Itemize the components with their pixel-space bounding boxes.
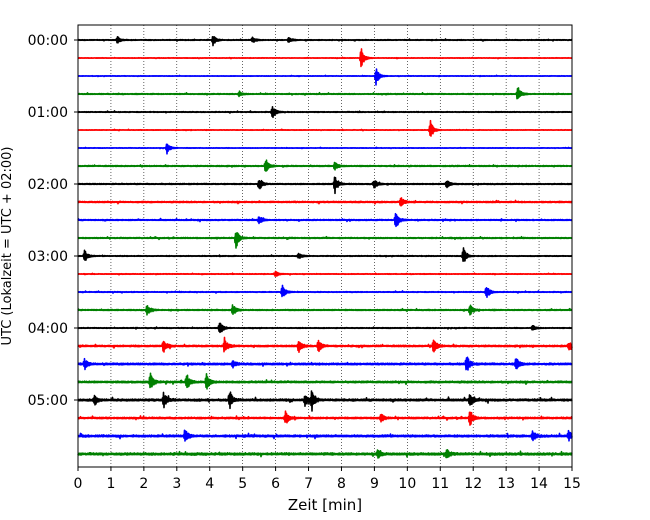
trace-12 bbox=[77, 247, 573, 262]
y-tick-label-5: 05:00 bbox=[28, 393, 68, 409]
trace-5 bbox=[77, 119, 573, 137]
x-tick-label-14: 14 bbox=[530, 476, 548, 492]
trace-4 bbox=[77, 106, 573, 119]
trace-6 bbox=[77, 143, 573, 155]
x-tick-label-10: 10 bbox=[398, 476, 416, 492]
seismogram-traces bbox=[77, 35, 573, 459]
x-axis-label: Zeit [min] bbox=[288, 496, 362, 514]
x-tick-label-13: 13 bbox=[497, 476, 515, 492]
trace-21 bbox=[77, 410, 573, 426]
trace-17 bbox=[77, 336, 573, 354]
y-tick-label-2: 02:00 bbox=[28, 177, 68, 193]
trace-19 bbox=[77, 372, 573, 390]
x-tick-label-8: 8 bbox=[337, 476, 346, 492]
x-tick-label-12: 12 bbox=[464, 476, 482, 492]
x-tick-label-0: 0 bbox=[74, 476, 83, 492]
x-tick-label-4: 4 bbox=[205, 476, 214, 492]
trace-18 bbox=[77, 356, 573, 371]
trace-3 bbox=[77, 87, 573, 100]
plot-background bbox=[78, 25, 572, 467]
y-tick-label-1: 01:00 bbox=[28, 105, 68, 121]
trace-2 bbox=[77, 68, 573, 86]
y-tick-label-4: 04:00 bbox=[28, 321, 68, 337]
plot-frame bbox=[77, 24, 573, 468]
trace-7 bbox=[77, 159, 573, 172]
x-tick-label-9: 9 bbox=[370, 476, 379, 492]
y-tick-label-3: 03:00 bbox=[28, 249, 68, 265]
x-tick-label-6: 6 bbox=[271, 476, 280, 492]
y-axis-ticks: 00:00 01:00 02:00 03:00 04:00 05:00 bbox=[28, 33, 78, 409]
trace-1 bbox=[77, 48, 573, 68]
trace-13 bbox=[77, 270, 573, 277]
trace-8 bbox=[77, 176, 573, 195]
trace-0 bbox=[77, 35, 573, 47]
trace-10 bbox=[77, 212, 573, 228]
x-tick-label-1: 1 bbox=[106, 476, 115, 492]
trace-9 bbox=[77, 197, 573, 207]
x-tick-label-2: 2 bbox=[139, 476, 148, 492]
trace-16 bbox=[77, 322, 573, 334]
x-tick-label-7: 7 bbox=[304, 476, 313, 492]
trace-22 bbox=[77, 429, 573, 442]
trace-15 bbox=[77, 304, 573, 316]
x-tick-label-3: 3 bbox=[172, 476, 181, 492]
trace-11 bbox=[77, 232, 573, 249]
x-tick-label-15: 15 bbox=[563, 476, 581, 492]
x-tick-label-5: 5 bbox=[238, 476, 247, 492]
y-axis-label: UTC (Lokalzeit = UTC + 02:00) bbox=[0, 147, 15, 346]
trace-14 bbox=[77, 284, 573, 298]
trace-23 bbox=[77, 449, 573, 459]
trace-20 bbox=[77, 390, 573, 412]
y-tick-label-0: 00:00 bbox=[28, 33, 68, 49]
x-axis-ticks: 0 1 2 3 4 5 6 7 8 9 10 11 12 13 14 15 bbox=[74, 467, 581, 492]
x-tick-label-11: 11 bbox=[431, 476, 449, 492]
